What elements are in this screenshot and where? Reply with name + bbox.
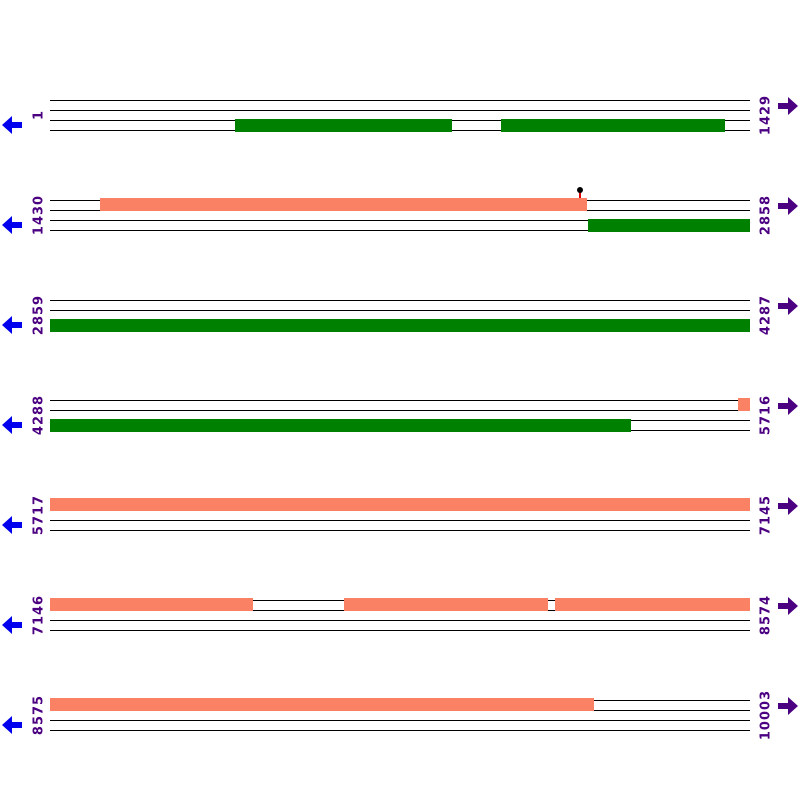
right-pan-arrow-icon[interactable] — [778, 97, 798, 115]
strand-line — [50, 530, 750, 531]
left-pan-arrow-icon[interactable] — [2, 216, 22, 234]
left-pan-arrow-icon[interactable] — [2, 516, 22, 534]
left-pan-arrow-icon[interactable] — [2, 616, 22, 634]
top-strand-feature-bar[interactable] — [50, 498, 750, 511]
row-end-coordinate-label: 4287 — [758, 294, 774, 336]
right-pan-arrow-icon[interactable] — [778, 297, 798, 315]
lollipop-marker-stem — [578, 192, 581, 198]
strand-line — [50, 520, 750, 521]
bottom-strand-feature-bar[interactable] — [588, 219, 750, 232]
top-strand-feature-bar[interactable] — [554, 598, 750, 611]
bottom-strand-feature-bar[interactable] — [500, 119, 725, 132]
right-pan-arrow-icon[interactable] — [778, 497, 798, 515]
bottom-strand-feature-bar[interactable] — [50, 419, 631, 432]
strand-line — [50, 720, 750, 721]
strand-line — [50, 730, 750, 731]
row-end-coordinate-label: 1429 — [758, 94, 774, 136]
row-end-coordinate-label: 8574 — [758, 594, 774, 636]
left-pan-arrow-icon[interactable] — [2, 416, 22, 434]
bottom-strand-feature-bar[interactable] — [234, 119, 452, 132]
top-strand-feature-bar[interactable] — [99, 198, 587, 211]
top-strand-feature-bar[interactable] — [344, 598, 548, 611]
strand-line — [50, 620, 750, 621]
row-start-coordinate-label: 8575 — [31, 694, 47, 736]
row-start-coordinate-label: 4288 — [31, 394, 47, 436]
lollipop-marker-icon[interactable] — [576, 187, 583, 193]
row-start-coordinate-label: 1430 — [31, 194, 47, 236]
strand-line — [50, 310, 750, 311]
strand-line — [50, 300, 750, 301]
strand-line — [50, 220, 750, 221]
left-pan-arrow-icon[interactable] — [2, 716, 22, 734]
row-end-coordinate-label: 5716 — [758, 394, 774, 436]
top-strand-feature-bar[interactable] — [50, 698, 594, 711]
row-end-coordinate-label: 10003 — [758, 689, 774, 741]
row-end-coordinate-label: 2858 — [758, 194, 774, 236]
top-strand-feature-bar[interactable] — [738, 398, 750, 411]
strand-line — [50, 410, 750, 411]
strand-line — [50, 100, 750, 101]
strand-line — [50, 630, 750, 631]
bottom-strand-feature-bar[interactable] — [50, 319, 750, 332]
row-start-coordinate-label: 5717 — [31, 494, 47, 536]
left-pan-arrow-icon[interactable] — [2, 316, 22, 334]
row-start-coordinate-label: 1 — [31, 109, 47, 121]
strand-line — [50, 230, 750, 231]
right-pan-arrow-icon[interactable] — [778, 697, 798, 715]
row-start-coordinate-label: 2859 — [31, 294, 47, 336]
top-strand-feature-bar[interactable] — [50, 598, 253, 611]
strand-line — [50, 400, 750, 401]
right-pan-arrow-icon[interactable] — [778, 397, 798, 415]
left-pan-arrow-icon[interactable] — [2, 116, 22, 134]
row-end-coordinate-label: 7145 — [758, 494, 774, 536]
strand-line — [50, 110, 750, 111]
row-start-coordinate-label: 7146 — [31, 594, 47, 636]
right-pan-arrow-icon[interactable] — [778, 597, 798, 615]
right-pan-arrow-icon[interactable] — [778, 197, 798, 215]
